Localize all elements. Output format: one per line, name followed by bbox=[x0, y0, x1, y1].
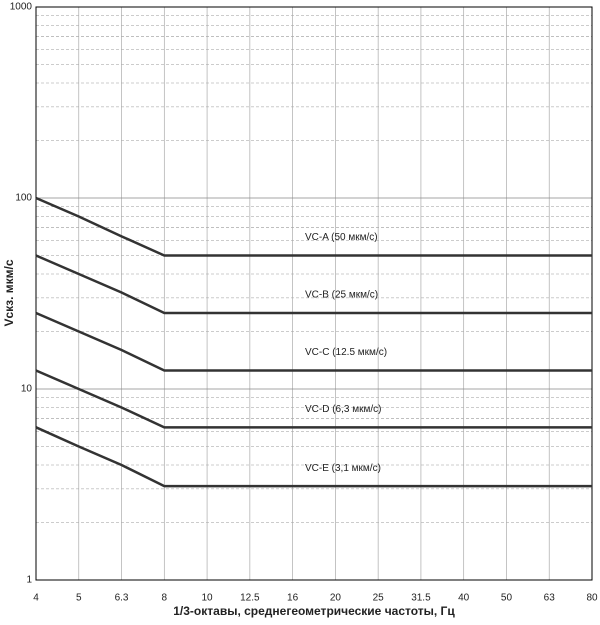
plot-border bbox=[35, 6, 593, 581]
series-label: VC-C (12.5 мкм/с) bbox=[305, 347, 387, 358]
x-axis-label: 1/3-октавы, среднегеометрические частоты… bbox=[173, 604, 455, 618]
x-tick-label: 6.3 bbox=[115, 593, 129, 604]
series-line bbox=[35, 369, 592, 429]
y-tick-label: 10 bbox=[21, 384, 33, 395]
y-axis-label: Vскз. мкм/с bbox=[2, 259, 16, 326]
series-label: VC-D (6,3 мкм/с) bbox=[305, 404, 381, 415]
y-tick-label: 100 bbox=[15, 193, 32, 204]
y-tick-label: 1 bbox=[26, 575, 32, 586]
y-tick-label: 1000 bbox=[10, 2, 33, 13]
series-line bbox=[35, 254, 592, 315]
series-label: VC-B (25 мкм/с) bbox=[305, 290, 378, 301]
x-tick-label: 8 bbox=[162, 593, 168, 604]
series-line bbox=[35, 196, 592, 257]
series-label: VC-E (3,1 мкм/с) bbox=[305, 463, 381, 474]
series-line bbox=[35, 426, 592, 488]
x-tick-label: 5 bbox=[76, 593, 82, 604]
x-tick-label: 4 bbox=[33, 593, 39, 604]
x-tick-label: 80 bbox=[586, 593, 598, 604]
series-label: VC-A (50 мкм/с) bbox=[305, 232, 378, 243]
x-tick-label: 10 bbox=[202, 593, 214, 604]
x-tick-label: 16 bbox=[287, 593, 299, 604]
x-tick-label: 31.5 bbox=[411, 593, 431, 604]
x-tick-label: 20 bbox=[330, 593, 342, 604]
series-line bbox=[35, 311, 592, 372]
x-tick-label: 63 bbox=[544, 593, 556, 604]
x-tick-label: 40 bbox=[458, 593, 470, 604]
x-tick-label: 25 bbox=[373, 593, 385, 604]
x-tick-label: 50 bbox=[501, 593, 513, 604]
x-tick-label: 12.5 bbox=[240, 593, 260, 604]
